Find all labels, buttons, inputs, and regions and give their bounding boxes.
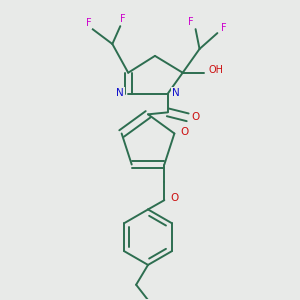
Text: F: F bbox=[220, 23, 226, 33]
Text: F: F bbox=[188, 17, 194, 27]
Text: N: N bbox=[116, 88, 124, 98]
Text: F: F bbox=[120, 14, 126, 24]
Text: OH: OH bbox=[209, 65, 224, 75]
Text: O: O bbox=[170, 193, 178, 203]
Text: F: F bbox=[86, 18, 92, 28]
Text: N: N bbox=[172, 88, 180, 98]
Text: O: O bbox=[191, 112, 200, 122]
Text: O: O bbox=[180, 127, 188, 136]
